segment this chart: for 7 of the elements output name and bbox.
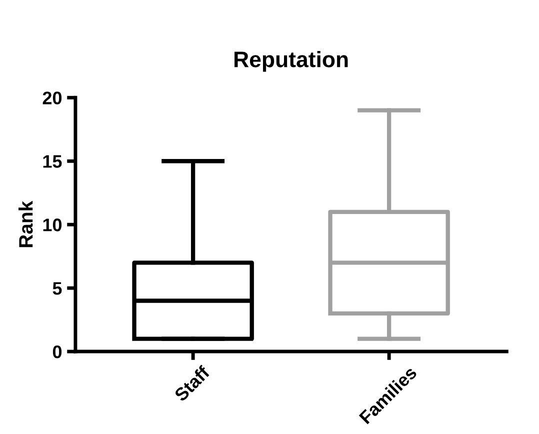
y-tick-label: 10 — [43, 218, 62, 232]
y-tick-label: 20 — [42, 92, 62, 104]
y-tick-label: 15 — [43, 155, 62, 168]
y-tick-label: 0 — [52, 345, 62, 358]
chart-title: Reputation — [234, 50, 348, 72]
y-axis-title: Rank — [18, 200, 33, 248]
y-tick-label: 5 — [52, 282, 62, 295]
